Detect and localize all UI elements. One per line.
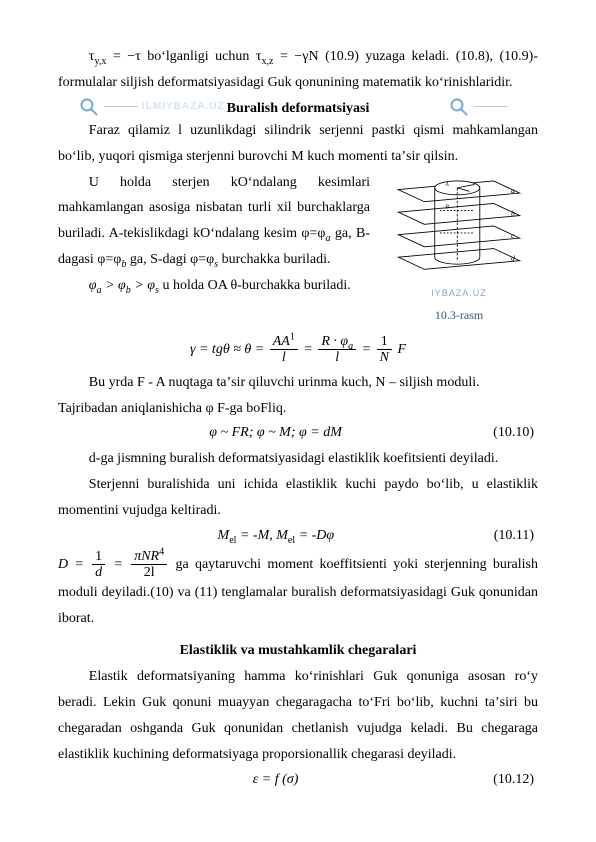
figcap-text: 10.3-rasm xyxy=(435,308,483,322)
para-8: Sterjenni buralishida uni ichida elastik… xyxy=(58,472,538,524)
watermark-left: ILMIYBAZA.UZ xyxy=(78,96,225,118)
eq1-frac3: 1 N xyxy=(377,334,392,366)
equation-10-11: Mel = -M, Mel = -Dφ (10.11) xyxy=(58,524,538,549)
eq1-lhs: γ = tgθ ≈ θ = xyxy=(190,342,264,357)
magnifier-icon xyxy=(448,96,470,118)
svg-text:A: A xyxy=(444,182,449,188)
figure-10-3: a b c d A B IYBAZA.UZ 10.3-rasm xyxy=(380,174,538,326)
watermark-line xyxy=(104,106,138,107)
para-7: d-ga jismning buralish deformatsiyasidag… xyxy=(58,446,538,472)
watermark-row: ILMIYBAZA.UZ Buralish deformatsiyasi xyxy=(58,96,538,118)
p1-b: = −τ boʻlganligi uchun τ xyxy=(106,49,261,64)
p4-a: φ xyxy=(89,278,97,293)
eq2-body: φ ~ FR; φ ~ M; φ = dM xyxy=(209,425,342,440)
eq1-frac1: AA1 l xyxy=(270,334,298,366)
p9-frac1: 1d xyxy=(92,549,105,581)
watermark-right xyxy=(448,96,508,118)
p1-sub2: x,z xyxy=(262,56,274,67)
p3-d: burchakka buriladi. xyxy=(218,252,330,267)
eq4-num: (10.12) xyxy=(493,772,534,789)
figure-caption: IYBAZA.UZ 10.3-rasm xyxy=(380,281,538,325)
p3-a: U holda sterjen kOʻndalang kesimlari mah… xyxy=(58,175,370,242)
para-1: τy,x = −τ boʻlganligi uchun τx,z = −γN (… xyxy=(58,44,538,96)
equation-10-10: φ ~ FR; φ ~ M; φ = dM (10.10) xyxy=(58,421,538,446)
para-5: Bu yrda F - A nuqtaga taʼsir qiluvchi ur… xyxy=(58,370,538,396)
fig-label-d: d xyxy=(511,253,515,262)
eq3-num: (10.11) xyxy=(494,528,534,545)
equation-10-12: ε = f (σ) (10.12) xyxy=(58,768,538,793)
page: τy,x = −τ boʻlganligi uchun τx,z = −γN (… xyxy=(0,0,596,842)
fig-label-a: a xyxy=(511,186,515,195)
para-2: Faraz qilamiz l uzunlikdagi silindrik se… xyxy=(58,118,538,170)
figure-svg: a b c d A B xyxy=(385,174,533,278)
p9-frac2: πNR42l xyxy=(131,549,167,581)
p4-d: u holda OA θ-burchakka buriladi. xyxy=(159,278,351,293)
para-9: D = 1d = πNR42l ga qaytaruvchi moment ko… xyxy=(58,549,538,633)
equation-gamma: γ = tgθ ≈ θ = AA1 l = R · φa l = 1 N F xyxy=(58,330,538,370)
svg-text:B: B xyxy=(445,204,449,210)
p3-c: ga, S-dagi φ=φ xyxy=(126,252,214,267)
eq2-num: (10.10) xyxy=(493,425,534,442)
magnifier-icon xyxy=(78,96,100,118)
p4-c: > φ xyxy=(131,278,155,293)
watermark-left-text: ILMIYBAZA.UZ xyxy=(142,98,225,117)
p4-b: > φ xyxy=(102,278,126,293)
fig-label-b: b xyxy=(511,208,515,217)
eq4-body: ε = f (σ) xyxy=(253,772,299,787)
fig-label-c: c xyxy=(511,231,515,240)
p1-sub1: y,x xyxy=(94,56,106,67)
para-10: Elastik deformatsiyaning hamma koʻrinish… xyxy=(58,664,538,768)
heading-2: Elastiklik va mustahkamlik chegaralari xyxy=(58,638,538,664)
watermark-line xyxy=(474,106,508,107)
watermark-right-text: IYBAZA.UZ xyxy=(431,288,487,298)
eq1-frac2: R · φa l xyxy=(318,334,356,366)
heading-1: Buralish deformatsiyasi xyxy=(225,96,372,122)
para-6: Tajribadan aniqlanishicha φ F-ga boFliq. xyxy=(58,396,538,422)
